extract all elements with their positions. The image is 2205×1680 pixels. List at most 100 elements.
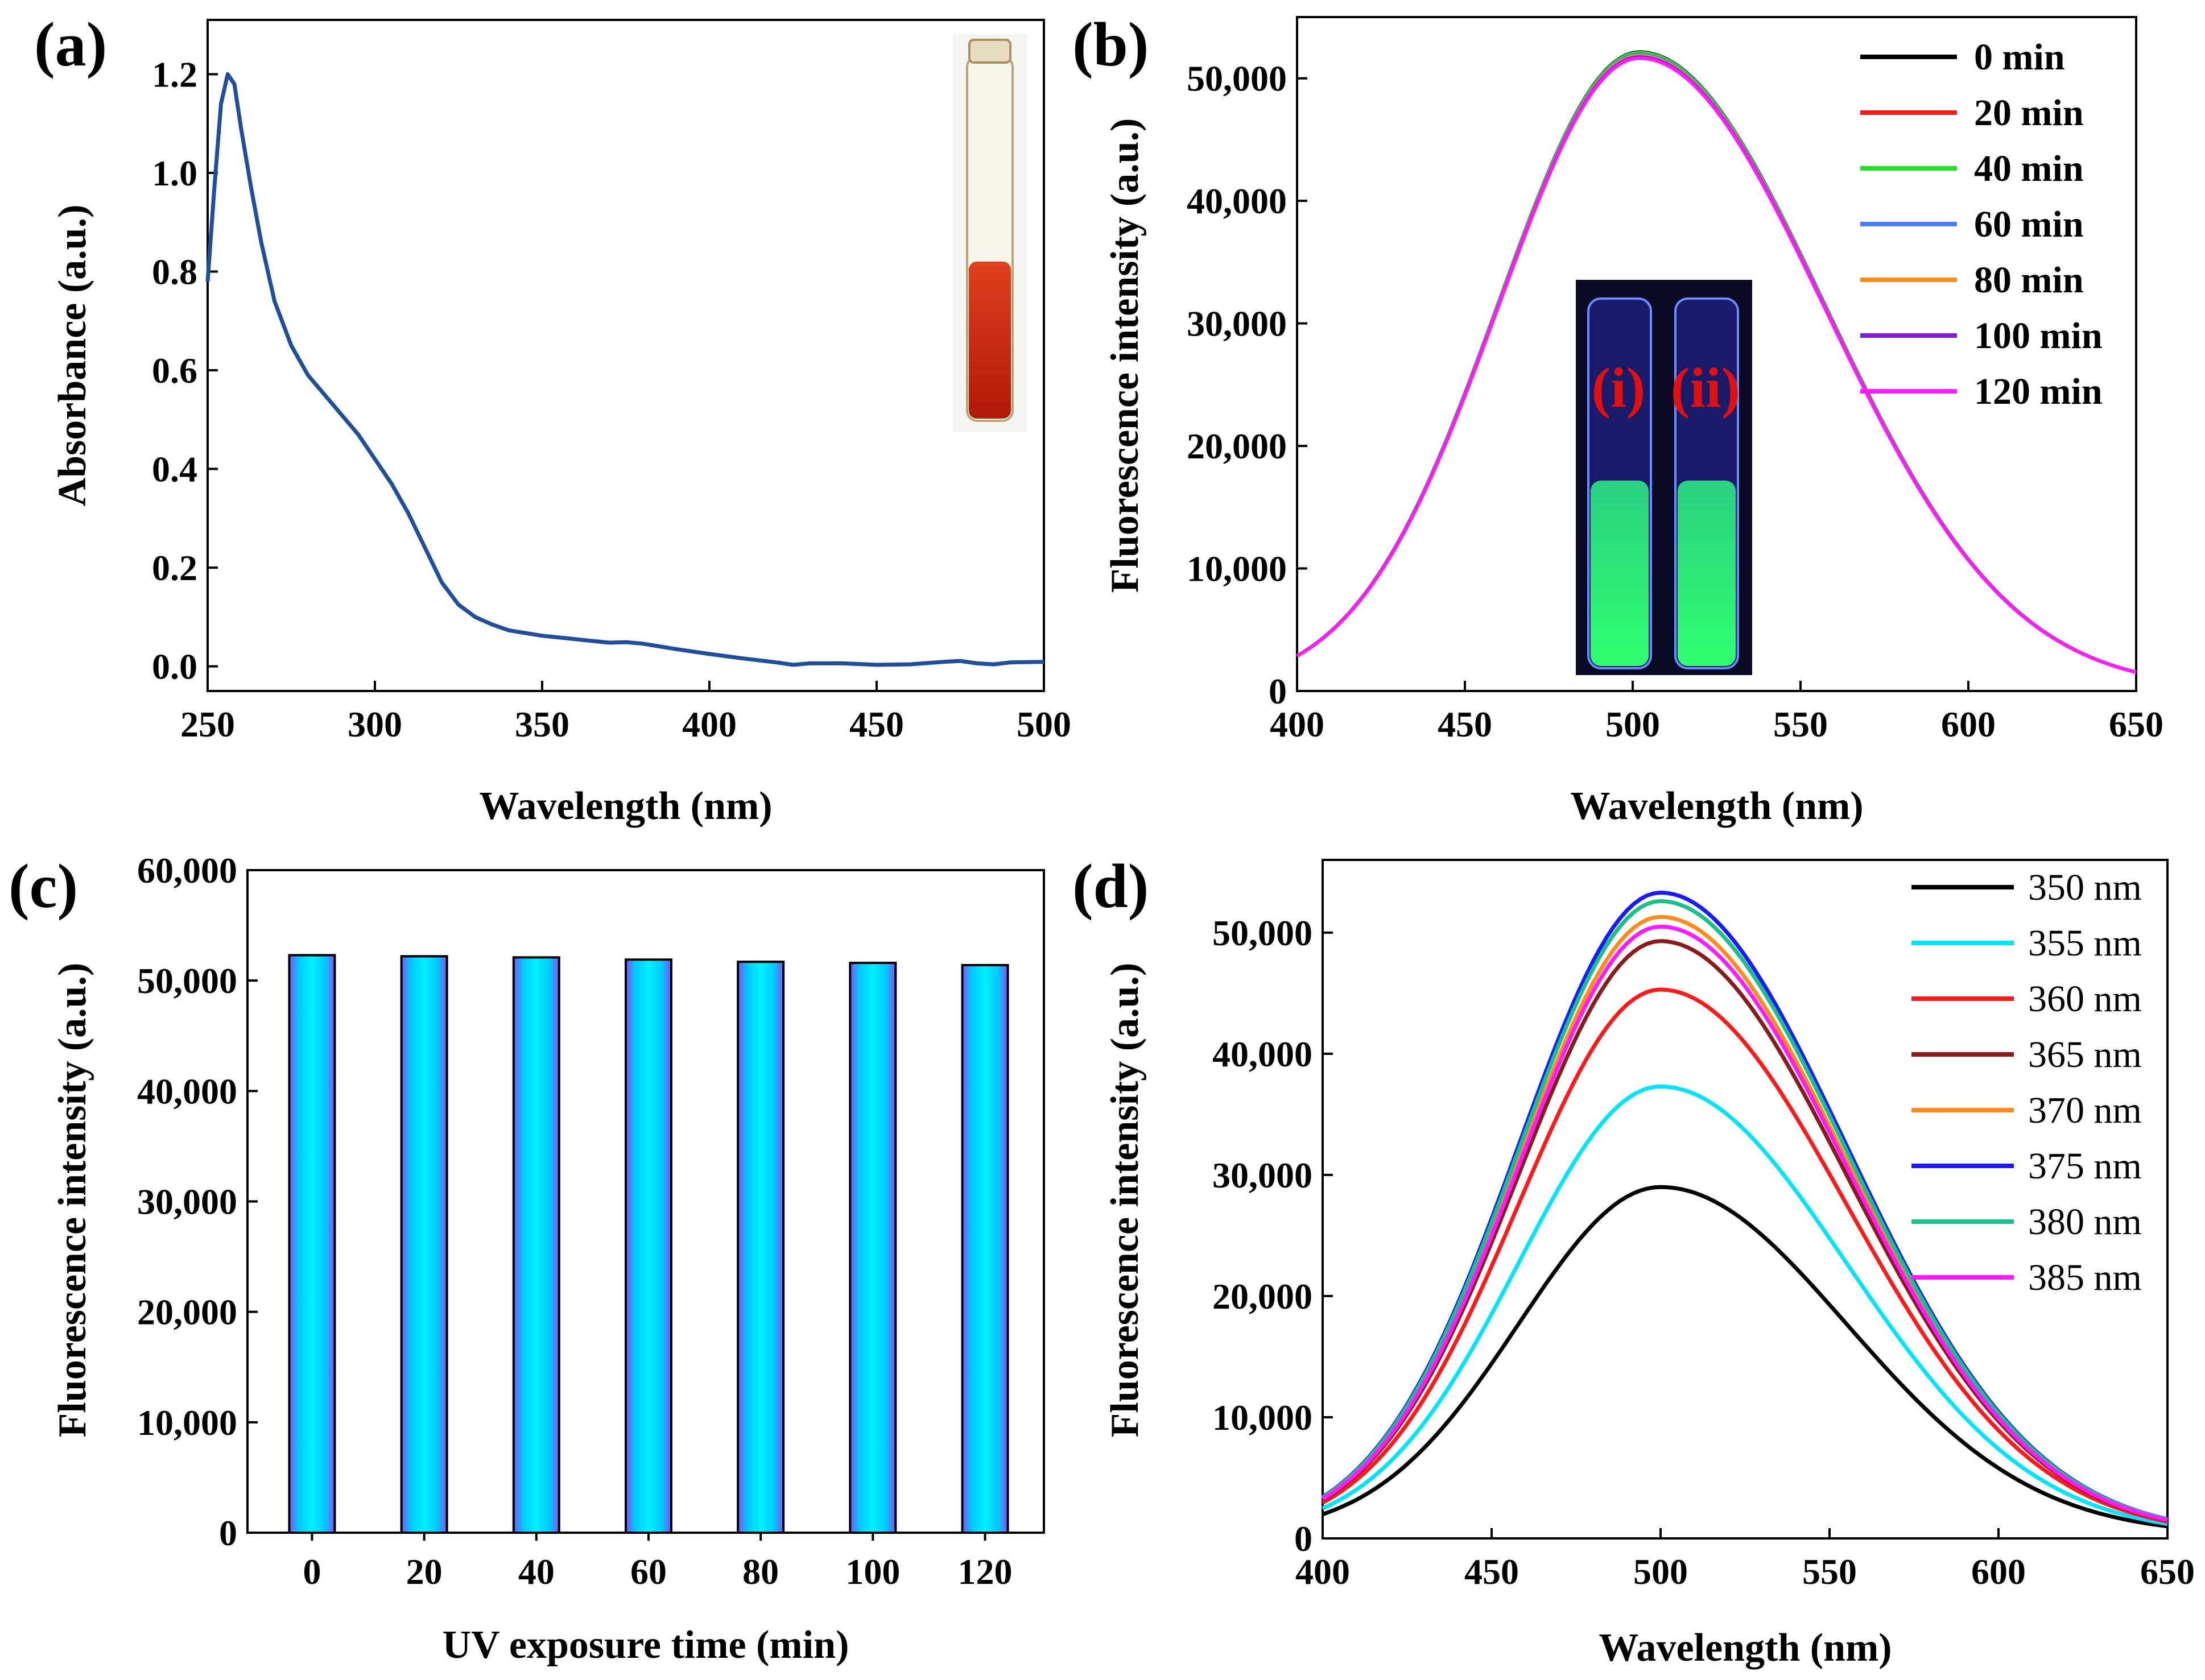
y-tick-label: 0.4 xyxy=(152,449,197,490)
series-line-6 xyxy=(1322,899,2168,1522)
panel-d-y-ticks: 0 10,000 20,000 30,000 40,000 50,000 xyxy=(1212,913,1333,1559)
series-line-1 xyxy=(1322,1084,2168,1526)
legend-label: 40 min xyxy=(1974,148,2084,189)
panel-c-y-label: Fluorescence intensity (a.u.) xyxy=(51,963,94,1438)
bar xyxy=(961,963,1009,1534)
x-tick-label: 350 xyxy=(515,704,569,744)
x-tick-label: 40 xyxy=(518,1551,555,1592)
x-tick-label: 250 xyxy=(180,704,235,744)
panel-d-series xyxy=(1322,890,2168,1529)
legend-label: 370 nm xyxy=(2028,1090,2142,1131)
x-tick-label: 300 xyxy=(348,704,402,744)
x-tick-label: 500 xyxy=(1605,704,1660,744)
x-tick-label: 550 xyxy=(1802,1551,1857,1592)
legend-label: 375 nm xyxy=(2028,1145,2142,1187)
legend-label: 60 min xyxy=(1974,204,2084,245)
legend-label: 355 nm xyxy=(2028,922,2142,964)
y-tick-label: 0 xyxy=(1294,1518,1312,1559)
panel-d-x-ticks: 400 450 500 550 600 650 xyxy=(1295,1528,2195,1592)
panel-a-x-ticks: 250 300 350 400 450 500 xyxy=(180,681,1071,744)
legend-label: 100 min xyxy=(1974,315,2103,357)
x-tick-label: 600 xyxy=(1941,704,1996,744)
vial-i-label: (i) xyxy=(1592,356,1645,419)
x-tick-label: 120 xyxy=(958,1551,1013,1592)
y-tick-label: 1.2 xyxy=(152,54,197,94)
bar xyxy=(400,955,448,1534)
panel-b-label: (b) xyxy=(1072,10,1149,79)
panel-c-x-label: UV exposure time (min) xyxy=(443,1623,849,1667)
legend-label: 385 nm xyxy=(2028,1257,2142,1298)
y-tick-label: 30,000 xyxy=(1187,304,1287,344)
series-line-2 xyxy=(1322,987,2168,1524)
panel-a-x-label: Wavelength (nm) xyxy=(479,784,772,828)
panel-a-y-ticks: 0.0 0.2 0.4 0.6 0.8 1.0 1.2 xyxy=(152,54,218,687)
y-tick-label: 40,000 xyxy=(137,1071,237,1111)
y-tick-label: 50,000 xyxy=(137,961,237,1001)
y-tick-label: 20,000 xyxy=(1212,1276,1312,1317)
panel-a-y-label: Absorbance (a.u.) xyxy=(51,205,94,507)
vial-ii-liquid xyxy=(1678,481,1736,666)
x-tick-label: 400 xyxy=(682,704,737,744)
y-tick-label: 10,000 xyxy=(1212,1397,1312,1438)
legend-label: 80 min xyxy=(1974,259,2084,301)
y-tick-label: 0.6 xyxy=(152,350,197,391)
x-tick-label: 60 xyxy=(630,1551,667,1592)
y-tick-label: 50,000 xyxy=(1212,913,1312,953)
series-line-7 xyxy=(1322,924,2168,1522)
x-tick-label: 400 xyxy=(1270,704,1324,744)
series-line-0 xyxy=(1322,1185,2168,1529)
x-tick-label: 80 xyxy=(742,1551,779,1592)
x-tick-label: 650 xyxy=(2140,1551,2195,1592)
panel-b-y-ticks: 0 10,000 20,000 30,000 40,000 50,000 xyxy=(1187,59,1307,711)
panel-d-legend: 350 nm 355 nm 360 nm 365 nm 370 nm 375 nm 380 … xyxy=(1911,867,2142,1298)
panel-d-y-label: Fluorescence intensity (a.u.) xyxy=(1103,963,1147,1438)
panel-c-y-ticks: 0 10,000 20,000 30,000 40,000 50,000 60,000 xyxy=(137,850,258,1553)
y-tick-label: 20,000 xyxy=(1187,426,1287,466)
panel-c-x-ticks: 0 20 40 60 80 100 120 xyxy=(303,1533,1013,1592)
y-tick-label: 0.8 xyxy=(152,252,197,292)
panel-a: (a) 0.0 0.2 0.4 0.6 0.8 1.0 1.2 250 300 350 400 45… xyxy=(34,10,1071,828)
panel-b-x-label: Wavelength (nm) xyxy=(1570,784,1863,828)
vial-ii-label: (ii) xyxy=(1671,356,1740,419)
panel-b-x-ticks: 400 450 500 550 600 650 xyxy=(1270,681,2163,744)
y-tick-label: 1.0 xyxy=(152,153,197,193)
panel-a-series xyxy=(205,72,1044,667)
x-tick-label: 100 xyxy=(845,1551,900,1592)
y-tick-label: 60,000 xyxy=(137,850,237,891)
bar xyxy=(849,962,897,1534)
panel-a-frame xyxy=(207,19,1045,692)
series-line-6 xyxy=(1296,56,2137,675)
y-tick-label: 50,000 xyxy=(1187,59,1287,99)
panel-c: (c) 0 10,000 20,000 30,000 40,000 50,000 60,00… xyxy=(9,850,1045,1667)
panel-a-vial-photo xyxy=(953,34,1027,432)
panel-c-label: (c) xyxy=(9,851,78,921)
panel-d-x-label: Wavelength (nm) xyxy=(1599,1626,1892,1670)
vial-i-liquid xyxy=(1591,481,1649,666)
bar xyxy=(625,958,672,1534)
absorbance-line xyxy=(205,72,1044,667)
panel-b-y-label: Fluorescence intensity (a.u.) xyxy=(1103,118,1147,593)
panel-d-frame xyxy=(1322,859,2169,1540)
legend-label: 0 min xyxy=(1974,36,2065,78)
y-tick-label: 40,000 xyxy=(1187,181,1287,221)
x-tick-label: 400 xyxy=(1295,1551,1350,1592)
x-tick-label: 550 xyxy=(1773,704,1828,744)
legend-label: 20 min xyxy=(1974,92,2084,134)
x-tick-label: 500 xyxy=(1017,704,1071,744)
x-tick-label: 600 xyxy=(1971,1551,2026,1592)
y-tick-label: 0.0 xyxy=(152,647,197,687)
legend-label: 350 nm xyxy=(2028,867,2142,908)
y-tick-label: 30,000 xyxy=(1212,1155,1312,1195)
bar xyxy=(288,954,336,1534)
panel-b-frame xyxy=(1296,16,2137,692)
y-tick-label: 0.2 xyxy=(152,548,197,588)
bar xyxy=(737,961,785,1534)
vial-red-liquid xyxy=(969,262,1011,419)
legend-label: 360 nm xyxy=(2028,978,2142,1020)
y-tick-label: 10,000 xyxy=(1187,549,1287,589)
panel-b-legend: 0 min 20 min 40 min 60 min 80 min 100 min 120 … xyxy=(1860,36,2103,412)
x-tick-label: 450 xyxy=(849,704,904,744)
panel-a-label: (a) xyxy=(34,10,107,79)
